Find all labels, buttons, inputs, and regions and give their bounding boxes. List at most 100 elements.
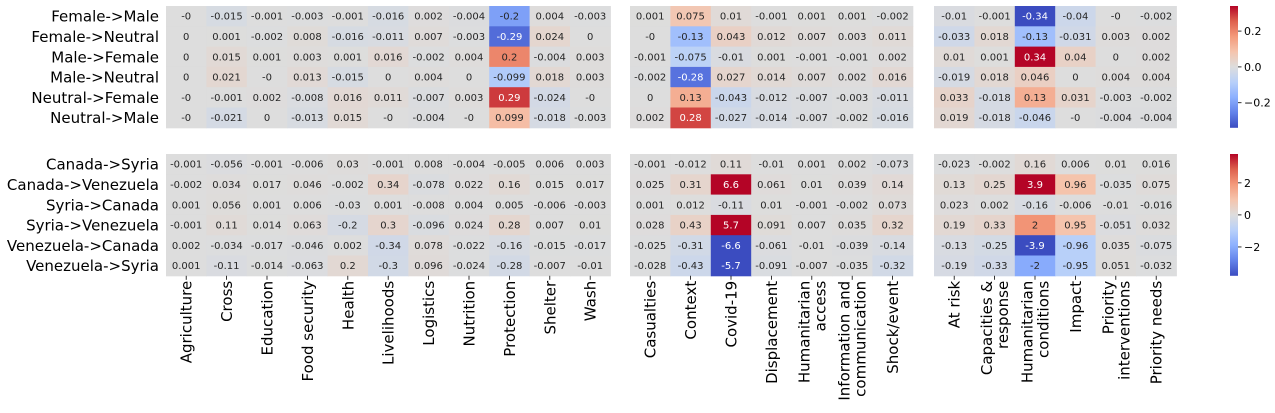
cell-value-label: -0.004 (453, 12, 485, 23)
heatmap-cell (408, 66, 450, 88)
cell-value-label: 0.018 (980, 32, 1009, 43)
cell-value-label: -0.031 (1059, 32, 1091, 43)
cell-value-label: 0.25 (983, 180, 1005, 191)
cell-value-label: -0.028 (634, 261, 666, 272)
heatmap-cell (287, 87, 329, 108)
heatmap-cell (206, 255, 248, 277)
column-label: Covid-19 (723, 281, 741, 348)
heatmap-cell (246, 174, 288, 196)
heatmap-cell (832, 6, 873, 27)
cell-value-label: -2 (1030, 261, 1040, 272)
heatmap-cell (974, 255, 1016, 277)
heatmap-cell (872, 154, 914, 175)
heatmap-cell (832, 154, 873, 175)
cell-value-label: 0.011 (878, 32, 907, 43)
cell-value-label: 0.012 (757, 32, 786, 43)
heatmap-cell (1055, 6, 1097, 27)
heatmap-cell (934, 26, 975, 48)
cell-value-label: 0.017 (576, 180, 605, 191)
cell-value-label: -0.051 (1100, 221, 1132, 232)
cell-value-label: 0.001 (212, 32, 241, 43)
cell-value-label: -0.004 (453, 160, 485, 171)
heatmap-cell (630, 87, 671, 108)
cell-value-label: -0.007 (796, 93, 828, 104)
cell-value-label: 0.01 (801, 180, 823, 191)
cell-value-label: 0.008 (414, 160, 443, 171)
cell-value-label: 0.016 (878, 73, 907, 84)
heatmap-cell (670, 107, 712, 129)
heatmap-cell (246, 46, 288, 68)
cell-value-label: 0.035 (1101, 241, 1130, 252)
heatmap-cell (206, 235, 248, 256)
heatmap-cell (327, 194, 369, 216)
cell-value-label: 0.063 (293, 221, 322, 232)
heatmap-cell (934, 66, 975, 88)
cell-value-label: -0.13 (678, 32, 704, 43)
heatmap-cell (206, 26, 248, 48)
cell-value-label: 0 (1072, 73, 1078, 84)
column-label: Casualties (642, 281, 660, 359)
heatmap-cell (287, 6, 329, 27)
cell-value-label: -0.96 (1062, 241, 1088, 252)
heatmap-cell (287, 66, 329, 88)
cell-value-label: -0.024 (534, 93, 566, 104)
heatmap-cell (1136, 107, 1177, 129)
heatmap-cell (872, 6, 914, 27)
heatmap-cell (751, 235, 793, 256)
cell-value-label: -0.006 (1059, 200, 1091, 211)
column-label: Context (682, 281, 700, 340)
cell-value-label: 0.11 (215, 221, 237, 232)
cell-value-label: 0.002 (1142, 52, 1171, 63)
cell-value-label: -0.004 (534, 52, 566, 63)
heatmap-cell (1095, 6, 1137, 27)
cell-value-label: -0.034 (210, 241, 242, 252)
heatmap-cell (791, 174, 833, 196)
cell-value-label: 0.018 (980, 73, 1009, 84)
cell-value-label: 0.022 (455, 180, 484, 191)
cell-value-label: -0.001 (755, 12, 787, 23)
row-label: Neutral->Female (31, 89, 159, 107)
heatmap-cell (529, 154, 571, 175)
cell-value-label: 0.2 (501, 52, 517, 63)
cell-value-label: 0.016 (333, 93, 362, 104)
cell-value-label: -0.018 (534, 113, 566, 124)
cell-value-label: 0.003 (455, 93, 484, 104)
heatmap-cell (872, 87, 914, 108)
cell-value-label: -0 (181, 113, 191, 124)
heatmap-cell (408, 194, 450, 216)
heatmap-cell (710, 46, 752, 68)
cell-value-label: -0.14 (880, 241, 906, 252)
heatmap-cell (287, 194, 329, 216)
column-label: Food security (299, 281, 317, 382)
heatmap-cell (630, 107, 671, 129)
column-label: Livelihoods (380, 281, 398, 365)
heatmap-cell (872, 26, 914, 48)
cell-value-label: 0.001 (797, 12, 826, 23)
cell-value-label: 0.003 (576, 73, 605, 84)
cell-value-label: 0.034 (212, 180, 241, 191)
cell-value-label: -0.032 (1140, 261, 1172, 272)
heatmap-cell (934, 107, 975, 129)
cell-value-label: 0.001 (172, 200, 201, 211)
heatmap-cell (287, 174, 329, 196)
row-label: Canada->Syria (46, 156, 159, 174)
cell-value-label: -0.007 (796, 261, 828, 272)
cell-value-label: 0.021 (212, 73, 241, 84)
heatmap-cell (872, 66, 914, 88)
cell-value-label: 0.007 (797, 73, 826, 84)
cell-value-label: 0.028 (636, 221, 665, 232)
cell-value-label: 0.016 (374, 52, 403, 63)
heatmap-cell (246, 214, 288, 236)
cell-value-label: -0.001 (836, 52, 868, 63)
heatmap-cell (630, 46, 671, 68)
heatmap-cell (570, 6, 611, 27)
cell-value-label: -0.001 (332, 12, 364, 23)
cell-value-label: 0.006 (535, 160, 564, 171)
heatmap-cell (529, 46, 571, 68)
cell-value-label: 0.007 (414, 32, 443, 43)
heatmap-cell (670, 174, 712, 196)
heatmap-cell (974, 87, 1016, 108)
cell-value-label: 0.28 (498, 221, 520, 232)
heatmap-cell (872, 255, 914, 277)
heatmap-cell (630, 6, 671, 27)
